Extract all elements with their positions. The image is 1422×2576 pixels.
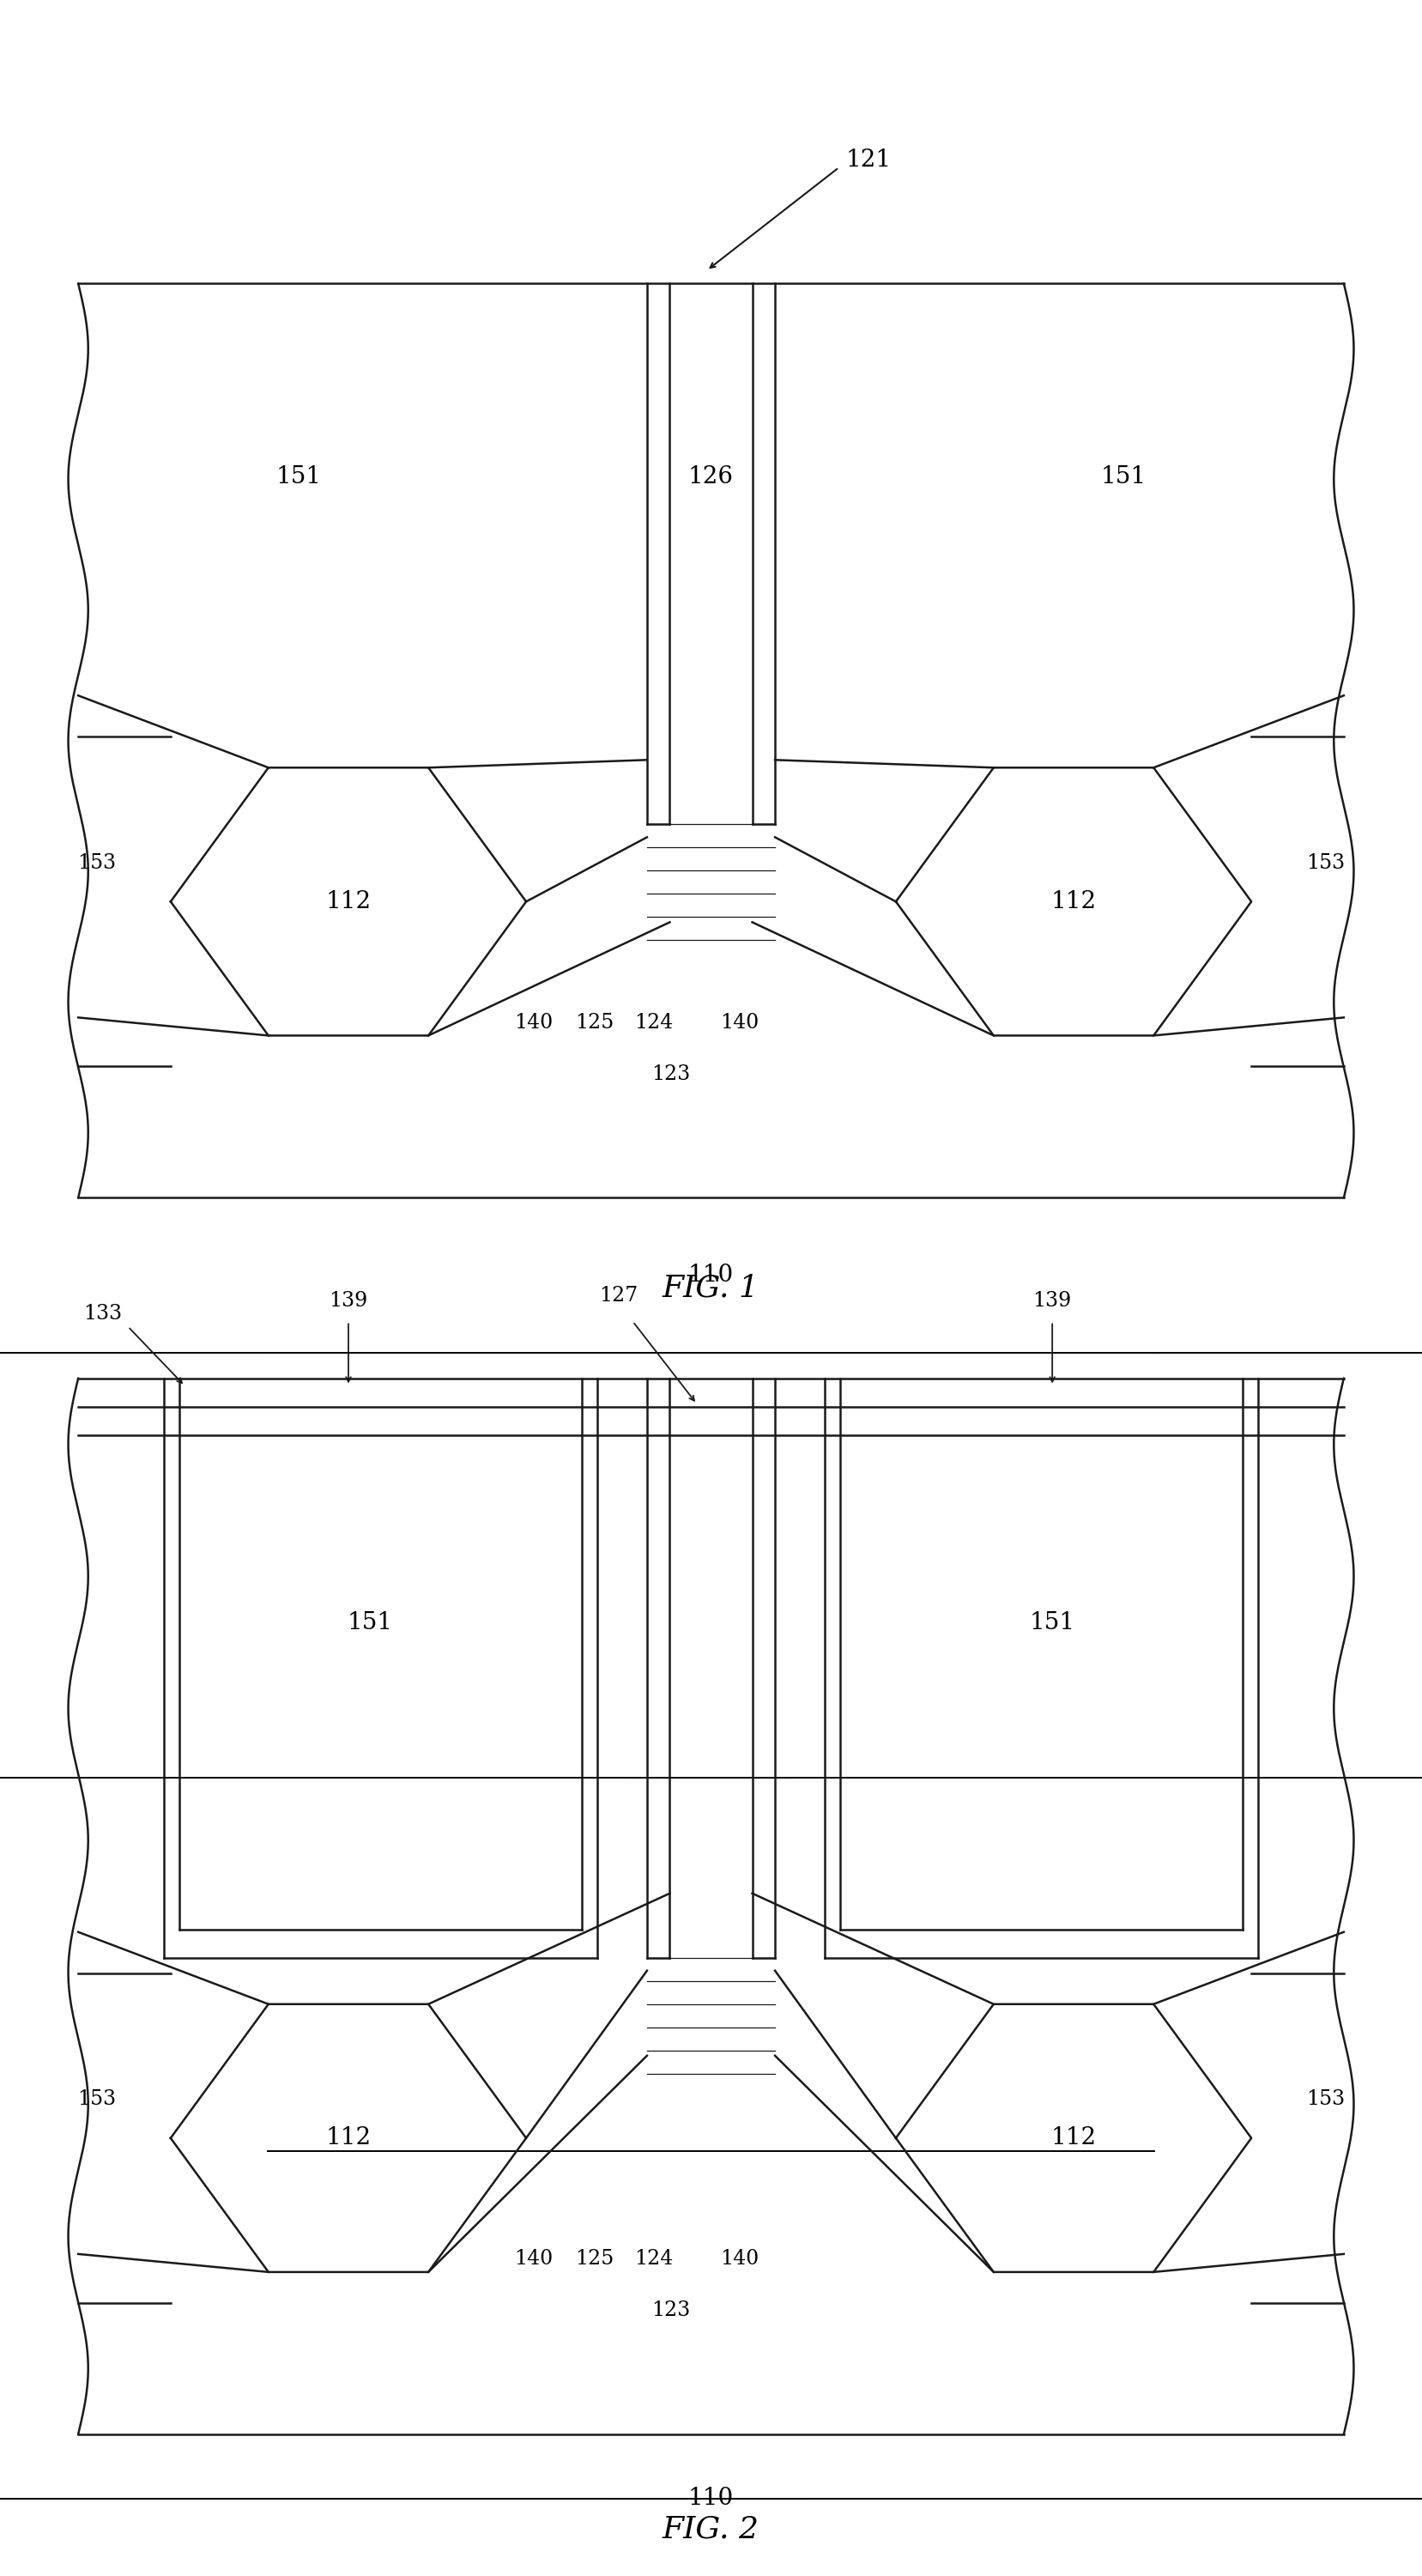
Text: 112: 112 [1051,2128,1096,2148]
Text: 140: 140 [720,1012,759,1033]
Text: 151: 151 [1030,1613,1075,1633]
Text: 139: 139 [328,1291,368,1311]
Text: 153: 153 [77,2089,117,2110]
Text: 124: 124 [634,2249,674,2269]
Text: 153: 153 [77,853,117,873]
Text: 125: 125 [574,2249,614,2269]
Text: 153: 153 [1305,2089,1345,2110]
Text: 110: 110 [688,1265,734,1285]
Text: 112: 112 [326,891,371,912]
Text: 124: 124 [634,1012,674,1033]
Text: 125: 125 [574,1012,614,1033]
Text: 140: 140 [720,2249,759,2269]
Text: 151: 151 [1101,466,1146,487]
Text: 126: 126 [688,466,734,487]
Text: 123: 123 [651,1064,691,1084]
Text: 139: 139 [1032,1291,1072,1311]
Text: 140: 140 [513,1012,553,1033]
Text: 127: 127 [599,1285,638,1306]
Text: 110: 110 [688,2488,734,2509]
Text: 121: 121 [846,149,892,170]
Text: 151: 151 [276,466,321,487]
Text: 112: 112 [326,2128,371,2148]
Text: 133: 133 [82,1303,122,1324]
Text: 153: 153 [1305,853,1345,873]
Text: FIG. 1: FIG. 1 [663,1273,759,1303]
Text: 151: 151 [347,1613,392,1633]
Text: 140: 140 [513,2249,553,2269]
Text: 123: 123 [651,2300,691,2321]
Text: FIG. 2: FIG. 2 [663,2514,759,2545]
Text: 112: 112 [1051,891,1096,912]
